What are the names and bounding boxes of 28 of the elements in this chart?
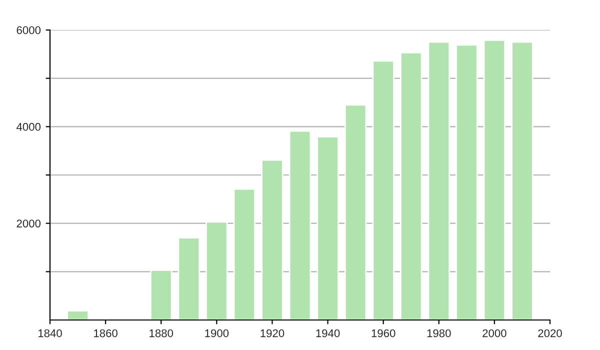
x-tick-label: 2020 [538, 329, 562, 338]
bar [511, 41, 534, 320]
bar [261, 159, 284, 320]
bar [483, 39, 506, 320]
x-tick-label: 2000 [482, 329, 506, 338]
bar [344, 104, 367, 320]
y-tick-label: 2000 [16, 220, 41, 228]
bar [178, 237, 200, 320]
x-tick-label: 1860 [94, 329, 118, 338]
bar [206, 221, 228, 320]
x-tick-label: 1900 [205, 329, 229, 338]
x-tick-label: 1880 [150, 329, 174, 338]
x-tick-label: 1980 [427, 329, 451, 338]
y-tick-label: 6000 [16, 26, 41, 34]
bar [428, 41, 450, 320]
x-tick-label: 1940 [316, 329, 340, 338]
bar [150, 270, 172, 320]
x-tick-label: 1840 [38, 329, 62, 338]
bar [66, 310, 89, 320]
bar [400, 52, 422, 320]
bar [372, 60, 394, 320]
x-tick-label: 1960 [372, 329, 396, 338]
bar [288, 130, 312, 320]
bar [233, 188, 256, 320]
y-tick-label: 4000 [16, 122, 41, 131]
x-tick-label: 1920 [260, 329, 284, 338]
bar [316, 136, 339, 320]
bar [456, 44, 478, 320]
